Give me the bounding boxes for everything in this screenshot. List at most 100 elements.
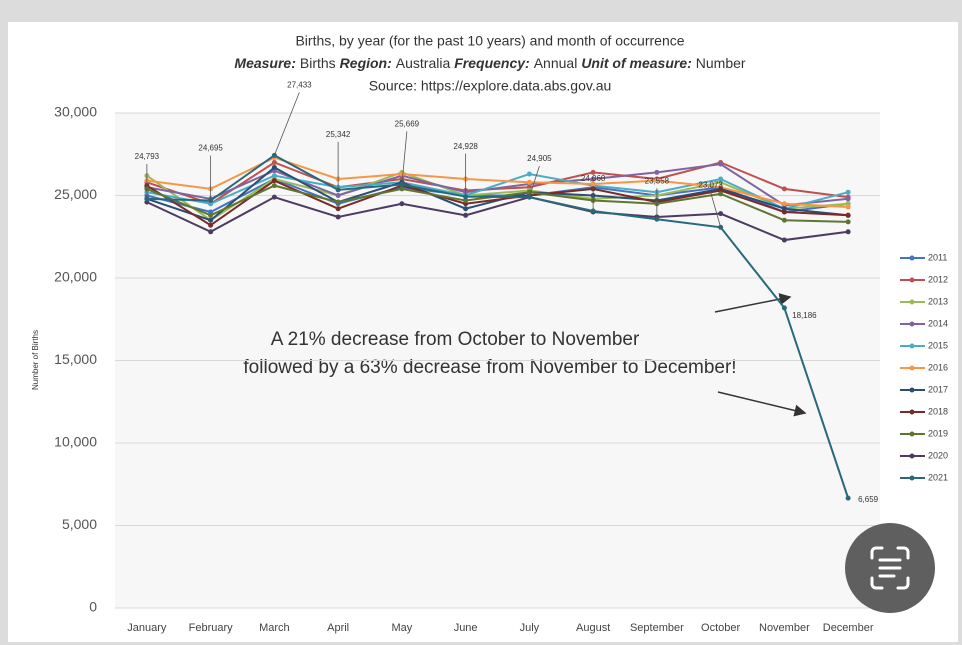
data-label: 23,073: [698, 180, 723, 189]
point: [845, 495, 851, 501]
point: [845, 219, 851, 225]
legend-marker: [909, 387, 915, 393]
source: Source: https://explore.data.abs.gov.au: [369, 78, 612, 94]
point: [781, 217, 787, 223]
point: [781, 305, 787, 311]
point: [718, 176, 724, 182]
scan-icon[interactable]: [870, 546, 910, 590]
point: [590, 181, 596, 187]
point: [718, 191, 724, 197]
point: [335, 193, 341, 198]
legend-label: 2021: [928, 472, 948, 482]
x-tick-label: June: [454, 622, 478, 634]
subtitle-part: Region:: [340, 55, 392, 71]
leader-line: [710, 192, 722, 228]
legend-marker: [909, 431, 915, 437]
x-tick-label: April: [327, 622, 349, 634]
leader-line: [401, 131, 408, 185]
series-line: [146, 196, 849, 242]
point: [781, 201, 787, 207]
subtitle-part: Births: [300, 55, 336, 71]
data-label: 24,060: [581, 174, 606, 183]
point: [781, 237, 787, 243]
point: [845, 196, 851, 202]
legend-marker: [909, 277, 915, 283]
legend-label: 2017: [928, 384, 948, 394]
x-tick-label: March: [259, 622, 290, 634]
point: [526, 179, 532, 185]
legend-label: 2014: [928, 318, 948, 328]
point: [208, 222, 214, 228]
legend-label: 2011: [928, 252, 947, 262]
point: [654, 178, 660, 184]
data-label: 24,793: [135, 152, 160, 161]
point: [271, 164, 277, 170]
subtitle-part: Measure:: [234, 55, 295, 71]
point: [590, 169, 596, 175]
arrow: [717, 391, 807, 417]
data-label: 24,905: [527, 154, 552, 163]
leader-line: [528, 165, 540, 198]
leader-line: [274, 92, 300, 156]
point: [208, 217, 214, 223]
point: [718, 211, 724, 217]
point: [654, 169, 660, 175]
subtitle-part: Number: [696, 55, 746, 71]
subtitle-part: Annual: [534, 55, 578, 71]
y-tick-label: 5,000: [62, 516, 97, 532]
data-label: 23,558: [645, 176, 670, 185]
point: [463, 197, 469, 203]
data-label: 6,659: [858, 495, 879, 504]
legend-marker: [909, 321, 915, 327]
series-line: [146, 179, 849, 227]
scan-button[interactable]: [845, 523, 935, 613]
legend-marker: [909, 343, 915, 349]
y-tick-label: 20,000: [54, 269, 97, 285]
y-tick-label: 0: [89, 599, 97, 615]
chart-subtitle: Measure: Births Region: Australia Frequency:…: [234, 55, 746, 71]
x-tick-label: September: [630, 622, 684, 634]
chart-title: Births, by year (for the past 10 years) …: [295, 33, 684, 49]
point: [335, 199, 341, 205]
legend-label: 2018: [928, 406, 948, 416]
x-tick-label: October: [701, 622, 740, 634]
data-label: 25,342: [326, 130, 351, 139]
x-tick-label: July: [520, 622, 540, 634]
legend-marker: [909, 365, 915, 371]
subtitle-part: Australia: [396, 55, 451, 71]
point: [845, 189, 851, 195]
legend-label: 2012: [928, 274, 948, 284]
point: [271, 178, 277, 184]
legend-label: 2015: [928, 340, 948, 350]
subtitle-part: Frequency:: [454, 55, 529, 71]
point: [208, 212, 214, 218]
point: [845, 204, 851, 210]
point: [271, 160, 277, 165]
point: [271, 173, 277, 179]
annotation: followed by a 63% decrease from November…: [243, 357, 736, 378]
legend-marker: [909, 409, 915, 415]
annotation: A 21% decrease from October to November: [271, 329, 640, 350]
y-tick-label: 25,000: [54, 186, 97, 202]
point: [335, 206, 341, 212]
subtitle-part: Unit of measure:: [581, 55, 691, 71]
point: [463, 206, 469, 212]
x-tick-label: August: [576, 622, 610, 634]
series-line: [146, 173, 849, 210]
legend-label: 2013: [928, 296, 948, 306]
data-label: 24,928: [453, 142, 478, 151]
point: [399, 171, 405, 177]
legend-label: 2020: [928, 450, 948, 460]
point: [271, 183, 277, 189]
point: [781, 209, 787, 215]
y-axis-label: Number of Births: [31, 330, 40, 390]
point: [399, 186, 405, 192]
point: [845, 212, 851, 218]
series-line: [146, 154, 850, 499]
point: [590, 176, 596, 182]
y-tick-label: 10,000: [54, 434, 97, 450]
x-tick-label: November: [759, 622, 810, 634]
series-line: [146, 171, 849, 222]
point: [718, 161, 724, 167]
y-tick-label: 15,000: [54, 351, 97, 367]
